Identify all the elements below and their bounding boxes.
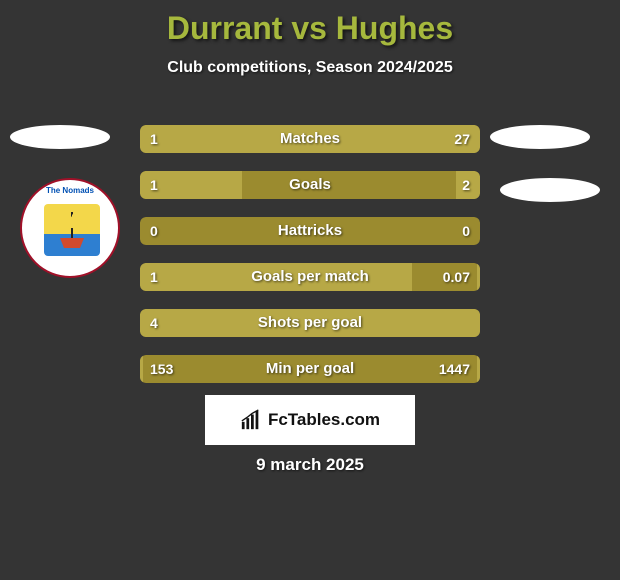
team-logo-right-2 bbox=[500, 178, 600, 202]
attribution-badge: FcTables.com bbox=[205, 395, 415, 445]
stat-left-fill bbox=[140, 309, 480, 337]
stat-row: 00Hattricks bbox=[140, 217, 480, 245]
stat-row: 127Matches bbox=[140, 125, 480, 153]
stats-container: 127Matches 12Goals 00Hattricks 10.07Goals p… bbox=[140, 125, 480, 401]
page-title: Durrant vs Hughes bbox=[0, 0, 620, 47]
stat-right-fill bbox=[456, 171, 480, 199]
stat-left-fill bbox=[140, 263, 412, 291]
stat-row: 1531447Min per goal bbox=[140, 355, 480, 383]
crest-text: The Nomads bbox=[22, 186, 118, 195]
stat-right-fill bbox=[477, 263, 480, 291]
stat-right-fill bbox=[477, 355, 480, 383]
crest-ship-icon bbox=[44, 204, 100, 256]
stat-left-fill bbox=[140, 355, 143, 383]
stat-row: 4Shots per goal bbox=[140, 309, 480, 337]
chart-icon bbox=[240, 409, 262, 431]
date-text: 9 march 2025 bbox=[0, 455, 620, 475]
stat-left-fill bbox=[140, 125, 154, 153]
stat-left-fill bbox=[140, 171, 242, 199]
team-logo-left-1 bbox=[10, 125, 110, 149]
stat-track bbox=[140, 355, 480, 383]
stat-track bbox=[140, 217, 480, 245]
stat-row: 12Goals bbox=[140, 171, 480, 199]
subtitle: Club competitions, Season 2024/2025 bbox=[0, 59, 620, 77]
comparison-infographic: Durrant vs Hughes Club competitions, Sea… bbox=[0, 0, 620, 580]
attribution-text: FcTables.com bbox=[268, 410, 380, 430]
team-crest-left: The Nomads bbox=[20, 178, 120, 278]
team-logo-right-1 bbox=[490, 125, 590, 149]
stat-row: 10.07Goals per match bbox=[140, 263, 480, 291]
stat-right-fill bbox=[154, 125, 480, 153]
